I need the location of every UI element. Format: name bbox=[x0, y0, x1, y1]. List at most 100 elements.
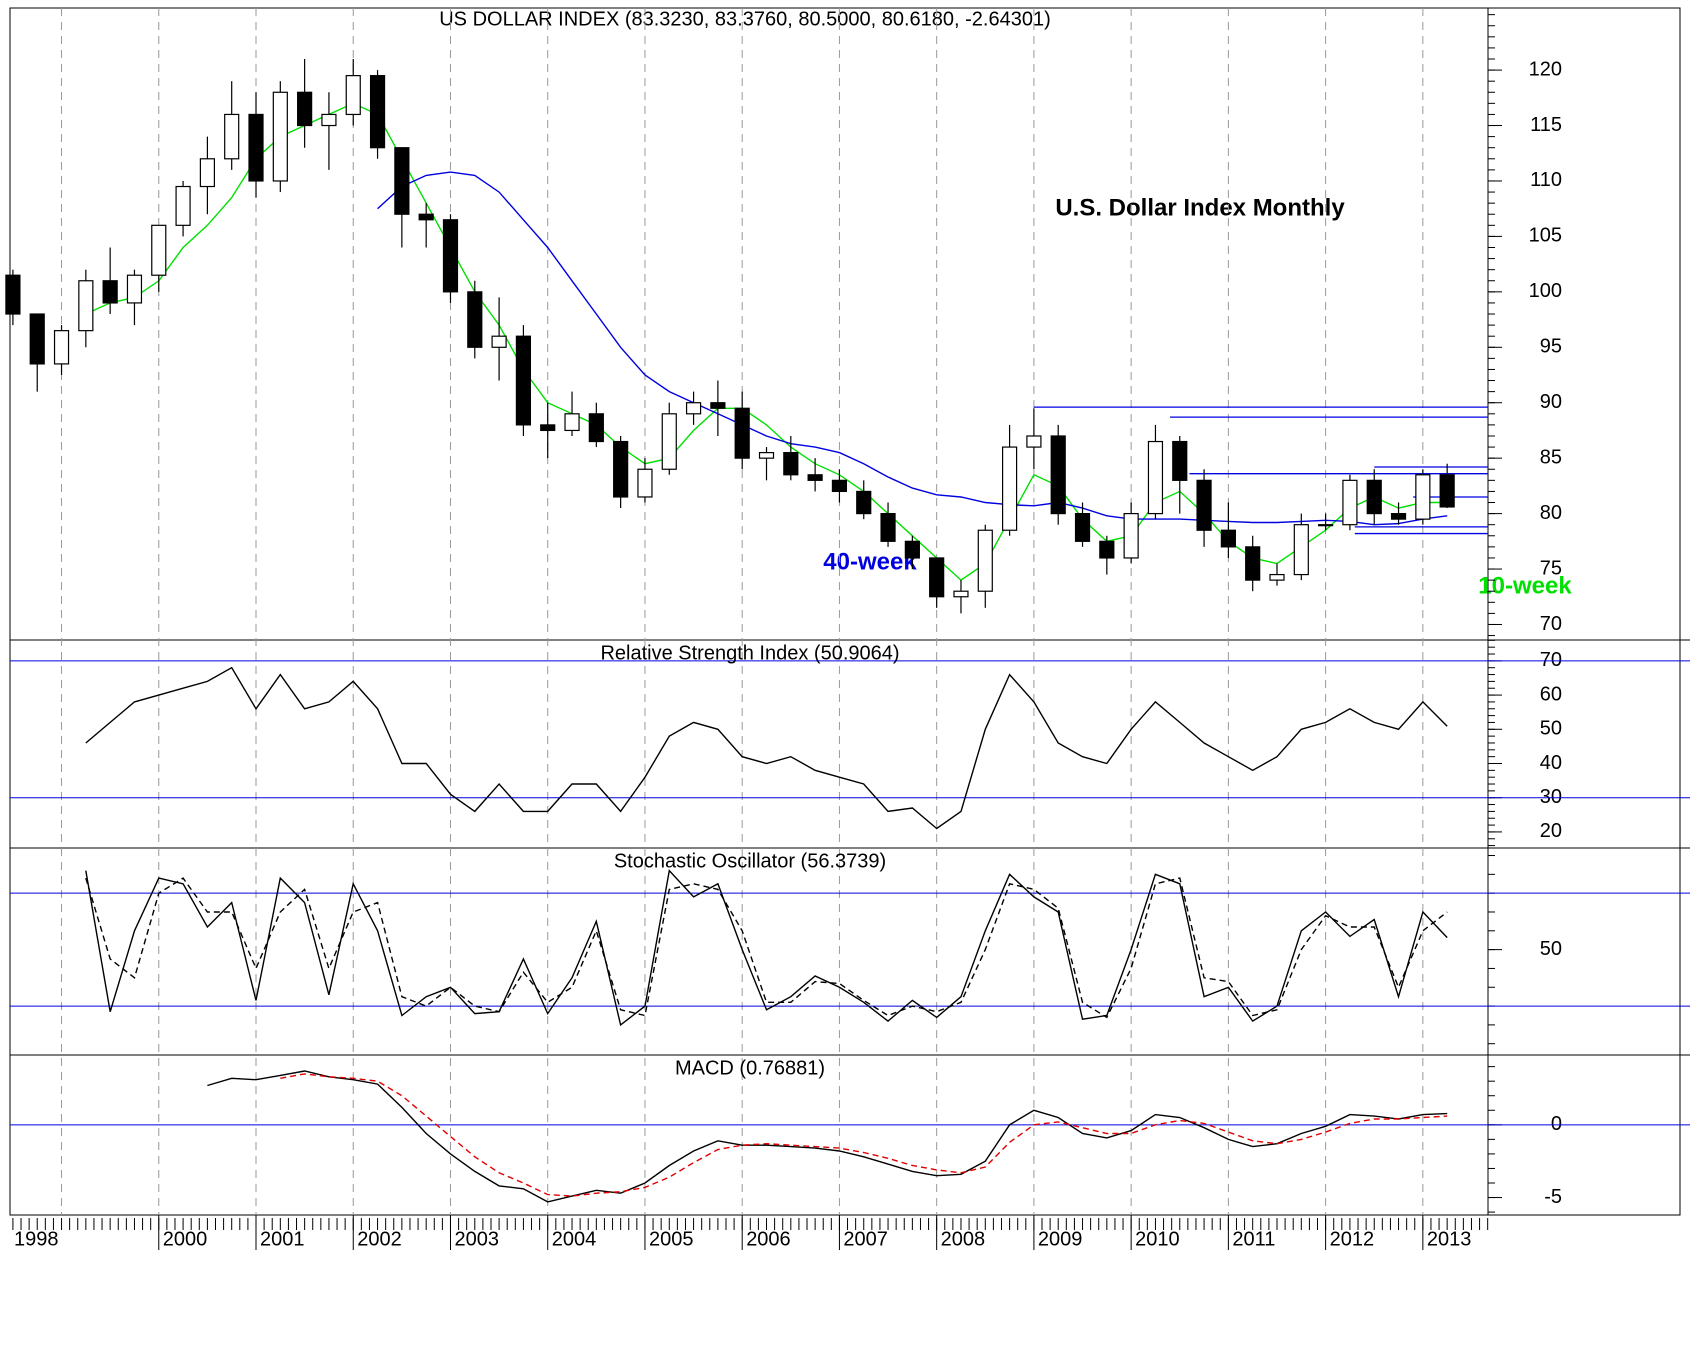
candle-body bbox=[102, 280, 118, 304]
series-line bbox=[85, 102, 1448, 581]
candle-body bbox=[540, 424, 556, 432]
y-tick-label: 95 bbox=[1540, 336, 1562, 358]
candle-body bbox=[1123, 512, 1139, 559]
series-line bbox=[85, 869, 1448, 1027]
candle-body bbox=[953, 590, 969, 598]
panel-title: Relative Strength Index (50.9064) bbox=[600, 642, 899, 664]
x-tick-label: 2011 bbox=[1232, 1228, 1275, 1250]
candle-body bbox=[807, 474, 823, 481]
candle-body bbox=[1439, 474, 1455, 508]
y-tick-label: 100 bbox=[1529, 280, 1562, 302]
candle-body bbox=[1196, 479, 1212, 531]
panel-title: Stochastic Oscillator (56.3739) bbox=[614, 850, 886, 872]
candle-body bbox=[1318, 524, 1334, 527]
candle-body bbox=[151, 224, 167, 276]
y-tick-label: 85 bbox=[1540, 446, 1562, 468]
x-tick-label: 2000 bbox=[163, 1228, 208, 1250]
plot-frame bbox=[9, 7, 1681, 1216]
x-tick-label: 2006 bbox=[746, 1228, 791, 1250]
y-tick-label: 120 bbox=[1529, 58, 1562, 80]
series-line bbox=[85, 666, 1448, 830]
series-line bbox=[377, 171, 1448, 526]
candle-body bbox=[297, 91, 313, 127]
candle-body bbox=[1172, 440, 1188, 481]
candle-body bbox=[758, 452, 775, 459]
candle-body bbox=[734, 407, 750, 459]
x-tick-label: 2002 bbox=[357, 1228, 402, 1250]
y-tick-label: 50 bbox=[1540, 938, 1562, 960]
candle-body bbox=[491, 335, 507, 348]
x-tick-label: 2008 bbox=[941, 1228, 986, 1250]
y-tick-label: 70 bbox=[1540, 613, 1562, 635]
y-tick-label: 70 bbox=[1540, 649, 1562, 671]
y-tick-label: 40 bbox=[1540, 752, 1562, 774]
candle-body bbox=[78, 280, 94, 332]
candle-body bbox=[1390, 512, 1407, 520]
candle-body bbox=[1293, 524, 1309, 576]
x-tick-label: 1998 bbox=[14, 1228, 59, 1250]
candle-body bbox=[977, 529, 993, 592]
candle-body bbox=[856, 490, 872, 515]
candle-body bbox=[880, 512, 896, 542]
series-line bbox=[207, 1070, 1448, 1203]
candle-body bbox=[175, 185, 191, 226]
candle-body bbox=[29, 313, 45, 365]
candle-body bbox=[831, 479, 848, 493]
candle-body bbox=[467, 291, 483, 348]
candle-body bbox=[418, 213, 434, 221]
candle-body bbox=[588, 413, 604, 443]
y-tick-label: 80 bbox=[1540, 502, 1562, 524]
candle-body bbox=[1074, 512, 1091, 542]
y-tick-label: 30 bbox=[1540, 786, 1562, 808]
x-tick-label: 2001 bbox=[260, 1228, 305, 1250]
candle-body bbox=[394, 147, 410, 215]
annotation: U.S. Dollar Index Monthly bbox=[1055, 194, 1345, 221]
candle-body bbox=[1366, 479, 1382, 515]
candle-body bbox=[5, 274, 21, 315]
x-tick-label: 2007 bbox=[843, 1228, 888, 1250]
chart-title: US DOLLAR INDEX (83.3230, 83.3760, 80.50… bbox=[439, 8, 1051, 30]
candle-body bbox=[369, 75, 386, 149]
candle-body bbox=[321, 113, 337, 127]
candle-body bbox=[1245, 546, 1261, 581]
candle-body bbox=[1099, 540, 1115, 559]
candle-body bbox=[224, 113, 240, 160]
candle-body bbox=[515, 335, 532, 426]
candle-body bbox=[345, 75, 361, 116]
y-tick-label: 110 bbox=[1530, 169, 1562, 191]
x-tick-label: 2009 bbox=[1038, 1228, 1083, 1250]
candle-body bbox=[1342, 479, 1358, 526]
series-line bbox=[280, 1073, 1448, 1197]
candle-body bbox=[53, 330, 70, 365]
y-tick-label: 20 bbox=[1540, 820, 1562, 842]
candle-body bbox=[272, 91, 288, 182]
series-label: 40-week bbox=[823, 548, 917, 575]
x-tick-label: 2005 bbox=[649, 1228, 694, 1250]
y-tick-label: 0 bbox=[1551, 1113, 1562, 1135]
panel-title: MACD (0.76881) bbox=[675, 1057, 825, 1079]
candle-body bbox=[1026, 435, 1042, 448]
candle-body bbox=[442, 219, 459, 293]
x-tick-label: 2012 bbox=[1330, 1228, 1375, 1250]
y-tick-label: 90 bbox=[1540, 391, 1562, 413]
candle-body bbox=[1147, 440, 1164, 515]
y-tick-label: 75 bbox=[1540, 557, 1562, 579]
candle-body bbox=[1415, 474, 1431, 520]
candle-body bbox=[661, 413, 677, 470]
candle-body bbox=[685, 402, 702, 415]
candle-body bbox=[126, 274, 143, 304]
y-tick-label: 50 bbox=[1540, 718, 1562, 740]
y-tick-label: -5 bbox=[1544, 1186, 1562, 1208]
candle-body bbox=[613, 440, 629, 498]
x-tick-label: 2010 bbox=[1135, 1228, 1180, 1250]
candle-body bbox=[1269, 573, 1285, 581]
candle-body bbox=[1001, 446, 1018, 531]
x-tick-label: 2003 bbox=[454, 1228, 499, 1250]
candle-body bbox=[1050, 435, 1066, 515]
x-tick-label: 2013 bbox=[1427, 1228, 1472, 1250]
candle-body bbox=[637, 468, 653, 498]
candle-body bbox=[1220, 529, 1236, 548]
y-tick-label: 60 bbox=[1540, 683, 1562, 705]
